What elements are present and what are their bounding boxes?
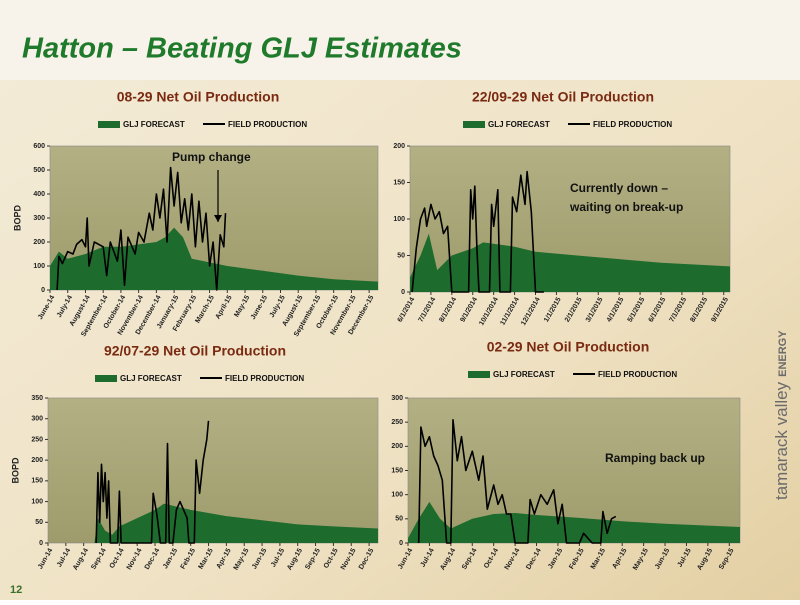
legend-label: GLJ FORECAST (493, 370, 555, 379)
brand: tamarack valley ENERGY (772, 330, 791, 500)
forecast-area (50, 227, 378, 290)
y-tick-label: 250 (31, 436, 43, 443)
legend-label: FIELD PRODUCTION (593, 120, 672, 129)
production-line (95, 420, 210, 544)
legend-label: GLJ FORECAST (123, 120, 185, 129)
y-tick-label: 600 (33, 143, 45, 150)
page-number: 12 (10, 584, 22, 596)
y-tick-label: 50 (397, 252, 405, 259)
slide-title: Hatton – Beating GLJ Estimates (22, 33, 462, 65)
chart: 22/09-29 Net Oil Production GLJ FORECAST F… (393, 89, 731, 327)
legend-swatch (463, 121, 485, 128)
y-tick-label: 100 (33, 263, 45, 270)
y-tick-label: 500 (33, 167, 45, 174)
chart-title: 08-29 Net Oil Production (117, 89, 280, 105)
y-tick-label: 50 (35, 519, 43, 526)
production-line (417, 419, 617, 544)
production-line (56, 166, 227, 291)
y-tick-label: 200 (391, 443, 403, 450)
y-tick-label: 0 (399, 540, 403, 547)
header-band (0, 0, 800, 80)
forecast-area (48, 503, 378, 543)
production-line (411, 170, 544, 293)
y-tick-label: 350 (31, 395, 43, 402)
annotation-arrowhead (214, 215, 222, 222)
brand-name: tamarack valley (772, 381, 791, 500)
annotation: Pump change (172, 150, 251, 164)
legend-swatch (468, 371, 490, 378)
y-axis-label: BOPD (10, 457, 20, 484)
chart-title: 22/09-29 Net Oil Production (472, 89, 654, 105)
y-tick-label: 50 (395, 516, 403, 523)
y-tick-label: 100 (31, 498, 43, 505)
y-tick-label: 200 (31, 457, 43, 464)
legend-swatch (98, 121, 120, 128)
legend-label: GLJ FORECAST (120, 374, 182, 383)
y-tick-label: 250 (391, 419, 403, 426)
y-tick-label: 200 (393, 143, 405, 150)
brand-tag: ENERGY (777, 330, 789, 377)
y-tick-label: 150 (391, 467, 403, 474)
legend-label: FIELD PRODUCTION (228, 120, 307, 129)
legend-label: FIELD PRODUCTION (598, 370, 677, 379)
y-tick-label: 400 (33, 191, 45, 198)
y-tick-label: 300 (33, 215, 45, 222)
y-tick-label: 100 (393, 216, 405, 223)
y-tick-label: 150 (393, 179, 405, 186)
forecast-area (408, 501, 740, 543)
y-tick-label: 200 (33, 239, 45, 246)
legend-label: GLJ FORECAST (488, 120, 550, 129)
annotation: Ramping back up (605, 451, 705, 465)
y-tick-label: 300 (31, 416, 43, 423)
legend-label: FIELD PRODUCTION (225, 374, 304, 383)
y-tick-label: 0 (41, 287, 45, 294)
annotation: waiting on break-up (569, 200, 683, 214)
y-tick-label: 150 (31, 478, 43, 485)
chart-title: 02-29 Net Oil Production (487, 339, 650, 355)
chart-title: 92/07-29 Net Oil Production (104, 343, 286, 359)
y-tick-label: 0 (39, 540, 43, 547)
y-axis-label: BOPD (12, 205, 22, 232)
y-tick-label: 300 (391, 395, 403, 402)
annotation: Currently down – (570, 181, 668, 195)
legend-swatch (95, 375, 117, 382)
y-tick-label: 0 (401, 289, 405, 296)
y-tick-label: 100 (391, 492, 403, 499)
